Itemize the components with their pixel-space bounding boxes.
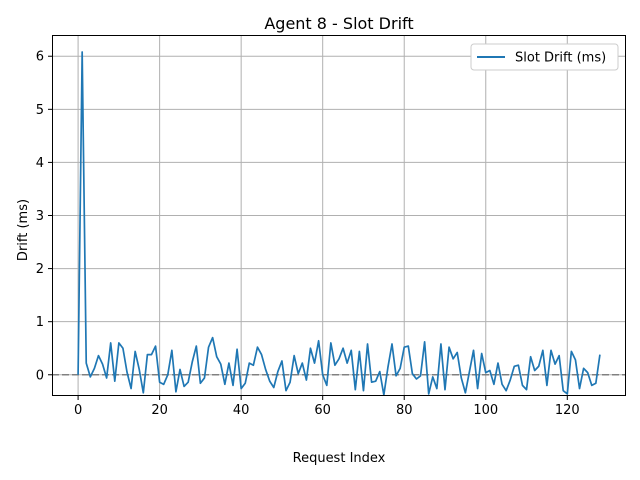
x-tick-label: 120 bbox=[555, 403, 580, 418]
series-layer bbox=[77, 51, 601, 396]
y-tick-label: 5 bbox=[36, 103, 44, 118]
x-tick-label: 0 bbox=[74, 403, 82, 418]
x-axis-label: Request Index bbox=[293, 451, 386, 466]
x-tick-label: 60 bbox=[314, 403, 331, 418]
y-tick-label: 6 bbox=[36, 50, 44, 65]
series-line bbox=[77, 51, 601, 396]
legend: Slot Drift (ms) bbox=[470, 43, 619, 71]
y-axis-label: Drift (ms) bbox=[16, 199, 31, 261]
y-tick-label: 2 bbox=[36, 262, 44, 277]
y-axis-ticks: 0 1 2 3 4 5 6 bbox=[36, 50, 52, 383]
chart-title: Agent 8 - Slot Drift bbox=[264, 14, 413, 33]
legend-box bbox=[470, 43, 619, 71]
x-tick-label: 40 bbox=[233, 403, 250, 418]
plot-spines bbox=[52, 35, 626, 396]
y-tick-label: 4 bbox=[36, 156, 44, 171]
y-tick-label: 3 bbox=[36, 209, 44, 224]
x-tick-label: 80 bbox=[396, 403, 413, 418]
x-axis-ticks: 0 20 40 60 80 100 120 bbox=[74, 396, 580, 418]
y-tick-label: 0 bbox=[36, 368, 44, 383]
x-tick-label: 20 bbox=[151, 403, 168, 418]
legend-label: Slot Drift (ms) bbox=[515, 51, 606, 66]
y-tick-label: 1 bbox=[36, 315, 44, 330]
x-tick-label: 100 bbox=[473, 403, 498, 418]
